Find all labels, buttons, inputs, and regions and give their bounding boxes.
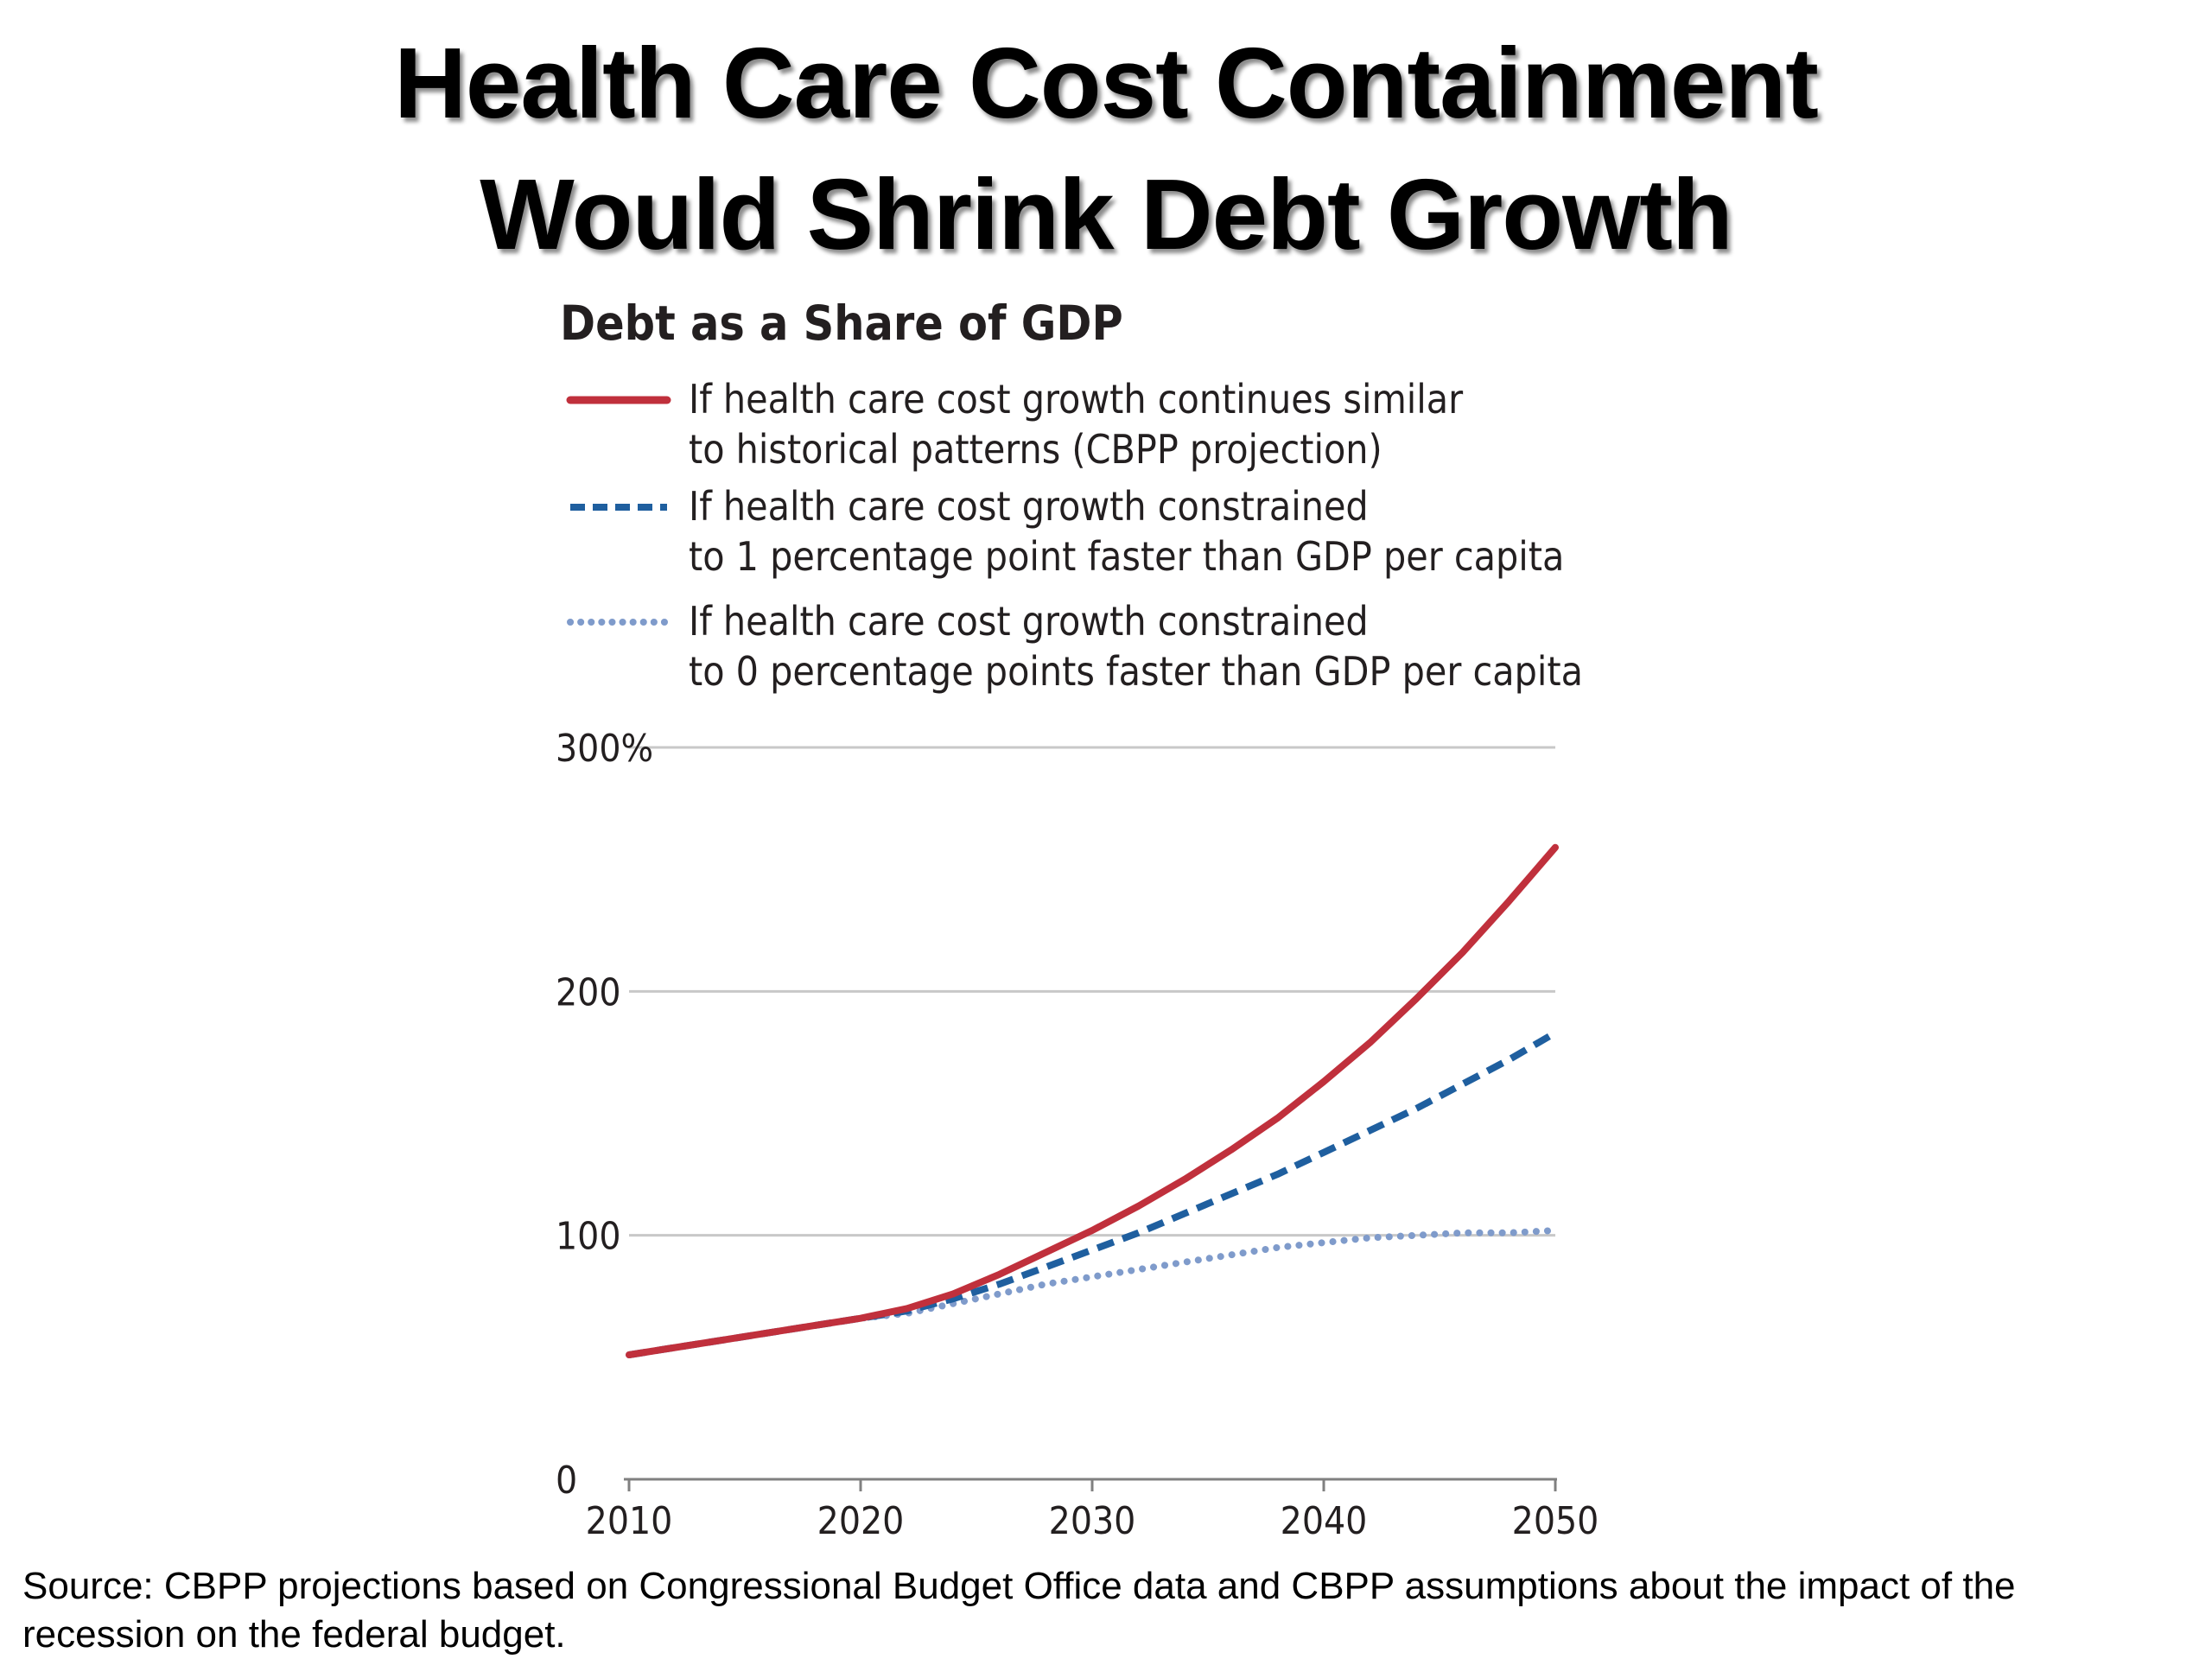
chart-gridlines bbox=[629, 746, 1555, 1237]
legend-label-2-line-1: If health care cost growth constrained bbox=[689, 483, 1369, 530]
series-line-2 bbox=[628, 1029, 1558, 1358]
y-tick-label-0: 0 bbox=[556, 1459, 577, 1503]
x-tick-label-2050: 2050 bbox=[1512, 1499, 1599, 1543]
source-note: Source: CBPP projections based on Congre… bbox=[22, 1565, 2016, 1656]
slide-title-line-1: Health Care Cost Containment bbox=[394, 27, 1819, 139]
legend-label-1-line-1: If health care cost growth continues sim… bbox=[689, 376, 1464, 423]
x-tick-label-2020: 2020 bbox=[817, 1499, 905, 1543]
chart-legend: If health care cost growth continues sim… bbox=[566, 376, 1583, 695]
legend-label-3-line-1: If health care cost growth constrained bbox=[689, 598, 1369, 645]
chart-axes: 0 100 200 300% 2010 2020 2030 2040 2050 bbox=[556, 727, 1599, 1543]
y-tick-label-100: 100 bbox=[556, 1215, 621, 1259]
y-tick-label-200: 200 bbox=[556, 970, 621, 1014]
x-tick-label-2030: 2030 bbox=[1049, 1499, 1136, 1543]
series-line-1 bbox=[626, 843, 1559, 1358]
slide-title-line-2: Would Shrink Debt Growth bbox=[480, 158, 1733, 270]
chart-title: Debt as a Share of GDP bbox=[560, 296, 1123, 351]
legend-label-3-line-2: to 0 percentage points faster than GDP p… bbox=[689, 648, 1583, 695]
y-tick-label-300: 300% bbox=[556, 727, 653, 771]
slide-title: Health Care Cost Containment Would Shrin… bbox=[0, 17, 2212, 280]
chart-series bbox=[626, 843, 1559, 1358]
x-tick-label-2040: 2040 bbox=[1281, 1499, 1368, 1543]
legend-label-1-line-2: to historical patterns (CBPP projection) bbox=[689, 426, 1382, 473]
chart-title-layer: Debt as a Share of GDP bbox=[560, 296, 1123, 351]
x-tick-label-2010: 2010 bbox=[586, 1499, 673, 1543]
legend-label-2-line-2: to 1 percentage point faster than GDP pe… bbox=[689, 533, 1564, 580]
